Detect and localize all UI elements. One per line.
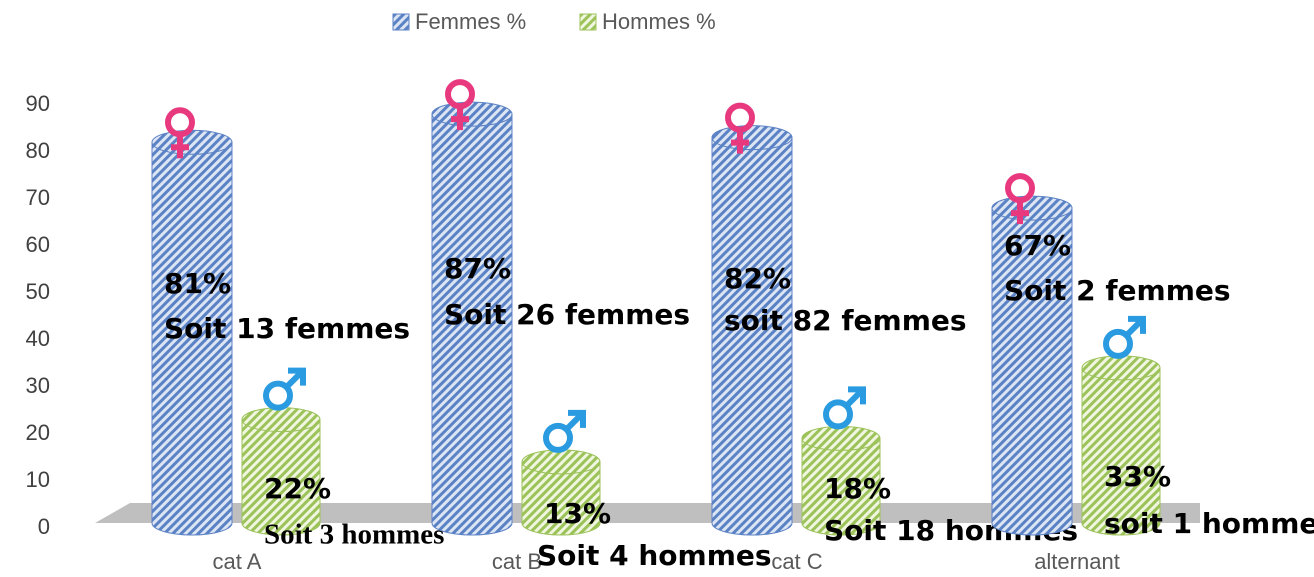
y-tick-label: 50: [26, 279, 50, 304]
cylinder-body: [431, 113, 513, 536]
x-tick-label: cat A: [213, 549, 262, 574]
cylinder-top: [431, 101, 513, 127]
legend-swatch: [392, 13, 410, 31]
data-label: 22%: [264, 472, 331, 505]
count-label: soit 1 homme: [1104, 507, 1314, 540]
y-tick-label: 30: [26, 373, 50, 398]
data-label: 82%: [724, 262, 791, 295]
bar: [1081, 355, 1161, 536]
cylinder-body: [711, 137, 793, 536]
male-icon: [826, 389, 863, 426]
male-icon: [1106, 319, 1143, 356]
legend-label: Femmes %: [415, 9, 526, 34]
data-label: 87%: [444, 252, 511, 285]
cylinder-top: [991, 195, 1073, 221]
bar: [521, 449, 601, 536]
y-tick-label: 80: [26, 138, 50, 163]
cylinder-top: [711, 125, 793, 151]
cylinder-body: [241, 419, 321, 536]
count-label: Soit 4 hommes: [537, 539, 772, 572]
y-tick-label: 10: [26, 467, 50, 492]
x-tick-label: alternant: [1034, 549, 1120, 574]
y-tick-label: 90: [26, 91, 50, 116]
y-tick-label: 40: [26, 326, 50, 351]
legend-swatch: [579, 13, 597, 31]
bar: [991, 195, 1073, 536]
male-icon: [546, 413, 583, 450]
y-tick-label: 0: [38, 514, 50, 539]
cylinder-top: [151, 129, 233, 155]
y-tick-label: 20: [26, 420, 50, 445]
count-label: Soit 26 femmes: [444, 298, 690, 331]
data-label: 13%: [544, 497, 611, 530]
y-tick-label: 60: [26, 232, 50, 257]
bar: [801, 425, 881, 536]
cylinder-top: [241, 407, 321, 433]
cylinder-top: [521, 449, 601, 475]
data-label: 81%: [164, 267, 231, 300]
bar: [431, 101, 513, 536]
y-tick-label: 70: [26, 185, 50, 210]
cylinder-body: [1081, 367, 1161, 536]
floor: [95, 503, 1200, 523]
legend-label: Hommes %: [602, 9, 716, 34]
data-label: 33%: [1104, 460, 1171, 493]
cylinder-top: [801, 425, 881, 451]
data-label: 18%: [824, 472, 891, 505]
count-label: Soit 13 femmes: [164, 312, 410, 345]
x-tick-label: cat C: [771, 549, 822, 574]
count-label: Soit 2 femmes: [1004, 274, 1231, 307]
cylinder-body: [521, 461, 601, 536]
bar: [711, 125, 793, 536]
cylinder-top: [1081, 355, 1161, 381]
cylinder-body: [801, 437, 881, 536]
cylinder-body: [151, 141, 233, 536]
x-tick-label: cat B: [492, 549, 542, 574]
count-label: soit 82 femmes: [724, 304, 967, 337]
male-icon: [266, 371, 303, 408]
data-label: 67%: [1004, 229, 1071, 262]
cylinder-body: [991, 207, 1073, 536]
count-label: Soit 3 hommes: [264, 519, 444, 551]
